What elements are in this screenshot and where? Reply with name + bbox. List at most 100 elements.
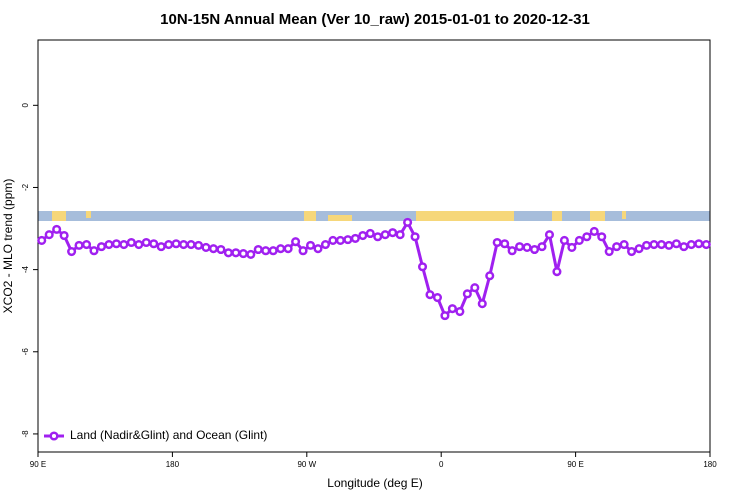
data-point — [574, 235, 584, 246]
data-point — [141, 237, 151, 248]
y-tick-label: 0 — [21, 103, 30, 108]
data-point — [246, 249, 256, 259]
data-point — [515, 242, 525, 252]
data-point — [589, 226, 599, 236]
data-point — [373, 232, 383, 242]
x-tick-label: 90 E — [567, 460, 583, 469]
data-point — [104, 240, 114, 250]
data-point — [388, 228, 398, 238]
land-ocean-strip — [38, 211, 710, 221]
data-point — [492, 237, 502, 248]
data-point — [74, 240, 84, 250]
data-point — [410, 232, 420, 242]
data-point — [559, 235, 569, 246]
data-point — [268, 246, 278, 256]
data-point — [52, 224, 62, 234]
chart-title: 10N-15N Annual Mean (Ver 10_raw) 2015-01… — [160, 11, 590, 28]
x-tick-label: 180 — [703, 460, 717, 469]
y-tick-label: -4 — [21, 266, 30, 274]
data-point — [223, 248, 233, 258]
data-point — [440, 311, 450, 321]
data-point — [686, 240, 696, 250]
data-point — [156, 242, 166, 252]
data-point — [193, 240, 204, 250]
data-point — [597, 232, 607, 242]
data-point — [679, 242, 689, 252]
data-point — [544, 230, 555, 240]
data-point — [81, 240, 92, 250]
data-point — [485, 271, 495, 281]
data-point — [298, 246, 308, 256]
data-point — [305, 240, 316, 250]
data-point — [619, 240, 629, 250]
data-point — [694, 239, 704, 249]
data-point — [455, 306, 465, 317]
data-point — [627, 246, 637, 257]
data-point — [208, 244, 219, 254]
x-tick-label: 0 — [439, 460, 444, 469]
data-point — [567, 242, 577, 252]
y-tick-label: -6 — [21, 348, 30, 356]
data-point — [447, 304, 457, 314]
data-point — [67, 246, 77, 257]
x-tick-label: 180 — [166, 460, 180, 469]
data-point — [238, 249, 248, 259]
data-point — [291, 237, 301, 247]
data-point — [507, 246, 517, 256]
legend-marker — [49, 431, 59, 441]
data-point — [350, 233, 360, 243]
data-point — [186, 240, 196, 250]
data-point — [37, 235, 47, 246]
data-point — [537, 242, 547, 252]
data-point — [231, 248, 241, 258]
data-point — [395, 230, 405, 240]
data-point — [582, 232, 592, 242]
data-point — [358, 230, 368, 241]
data-point — [477, 299, 487, 309]
x-tick-label: 90 W — [297, 460, 316, 469]
data-point — [134, 240, 144, 250]
data-point — [462, 289, 472, 299]
data-point — [179, 240, 189, 250]
data-point — [641, 240, 652, 250]
data-point — [261, 246, 271, 256]
data-point — [96, 242, 107, 252]
data-point — [283, 244, 293, 254]
data-point — [89, 246, 99, 256]
data-point — [417, 262, 428, 272]
x-tick-label: 90 E — [30, 460, 46, 469]
y-tick-label: -2 — [21, 183, 30, 191]
data-point — [253, 244, 263, 255]
data-point — [529, 244, 540, 255]
y-axis-label: XCO2 - MLO trend (ppm) — [1, 179, 15, 314]
data-point — [671, 239, 681, 249]
data-point — [126, 237, 136, 248]
data-point — [403, 217, 413, 227]
data-point — [171, 239, 181, 249]
data-point — [216, 244, 226, 255]
data-point — [119, 240, 129, 250]
data-point — [656, 240, 667, 250]
data-point — [664, 240, 674, 250]
data-point — [380, 230, 390, 240]
data-point — [425, 290, 435, 300]
y-tick-label: -8 — [21, 430, 30, 438]
data-point — [335, 235, 345, 246]
data-point — [552, 267, 562, 277]
data-point — [201, 242, 211, 252]
data-point — [634, 244, 644, 254]
data-point — [701, 240, 711, 250]
data-point — [320, 240, 331, 250]
data-point — [470, 283, 480, 293]
data-point — [343, 235, 353, 245]
data-point — [328, 235, 338, 246]
x-axis-label: Longitude (deg E) — [327, 476, 422, 490]
data-point — [432, 293, 443, 303]
data-point — [365, 228, 375, 239]
data-point — [44, 230, 54, 240]
data-point — [500, 239, 510, 249]
data-point — [313, 244, 323, 254]
data-point — [612, 242, 622, 252]
legend-label: Land (Nadir&Glint) and Ocean (Glint) — [70, 428, 267, 442]
